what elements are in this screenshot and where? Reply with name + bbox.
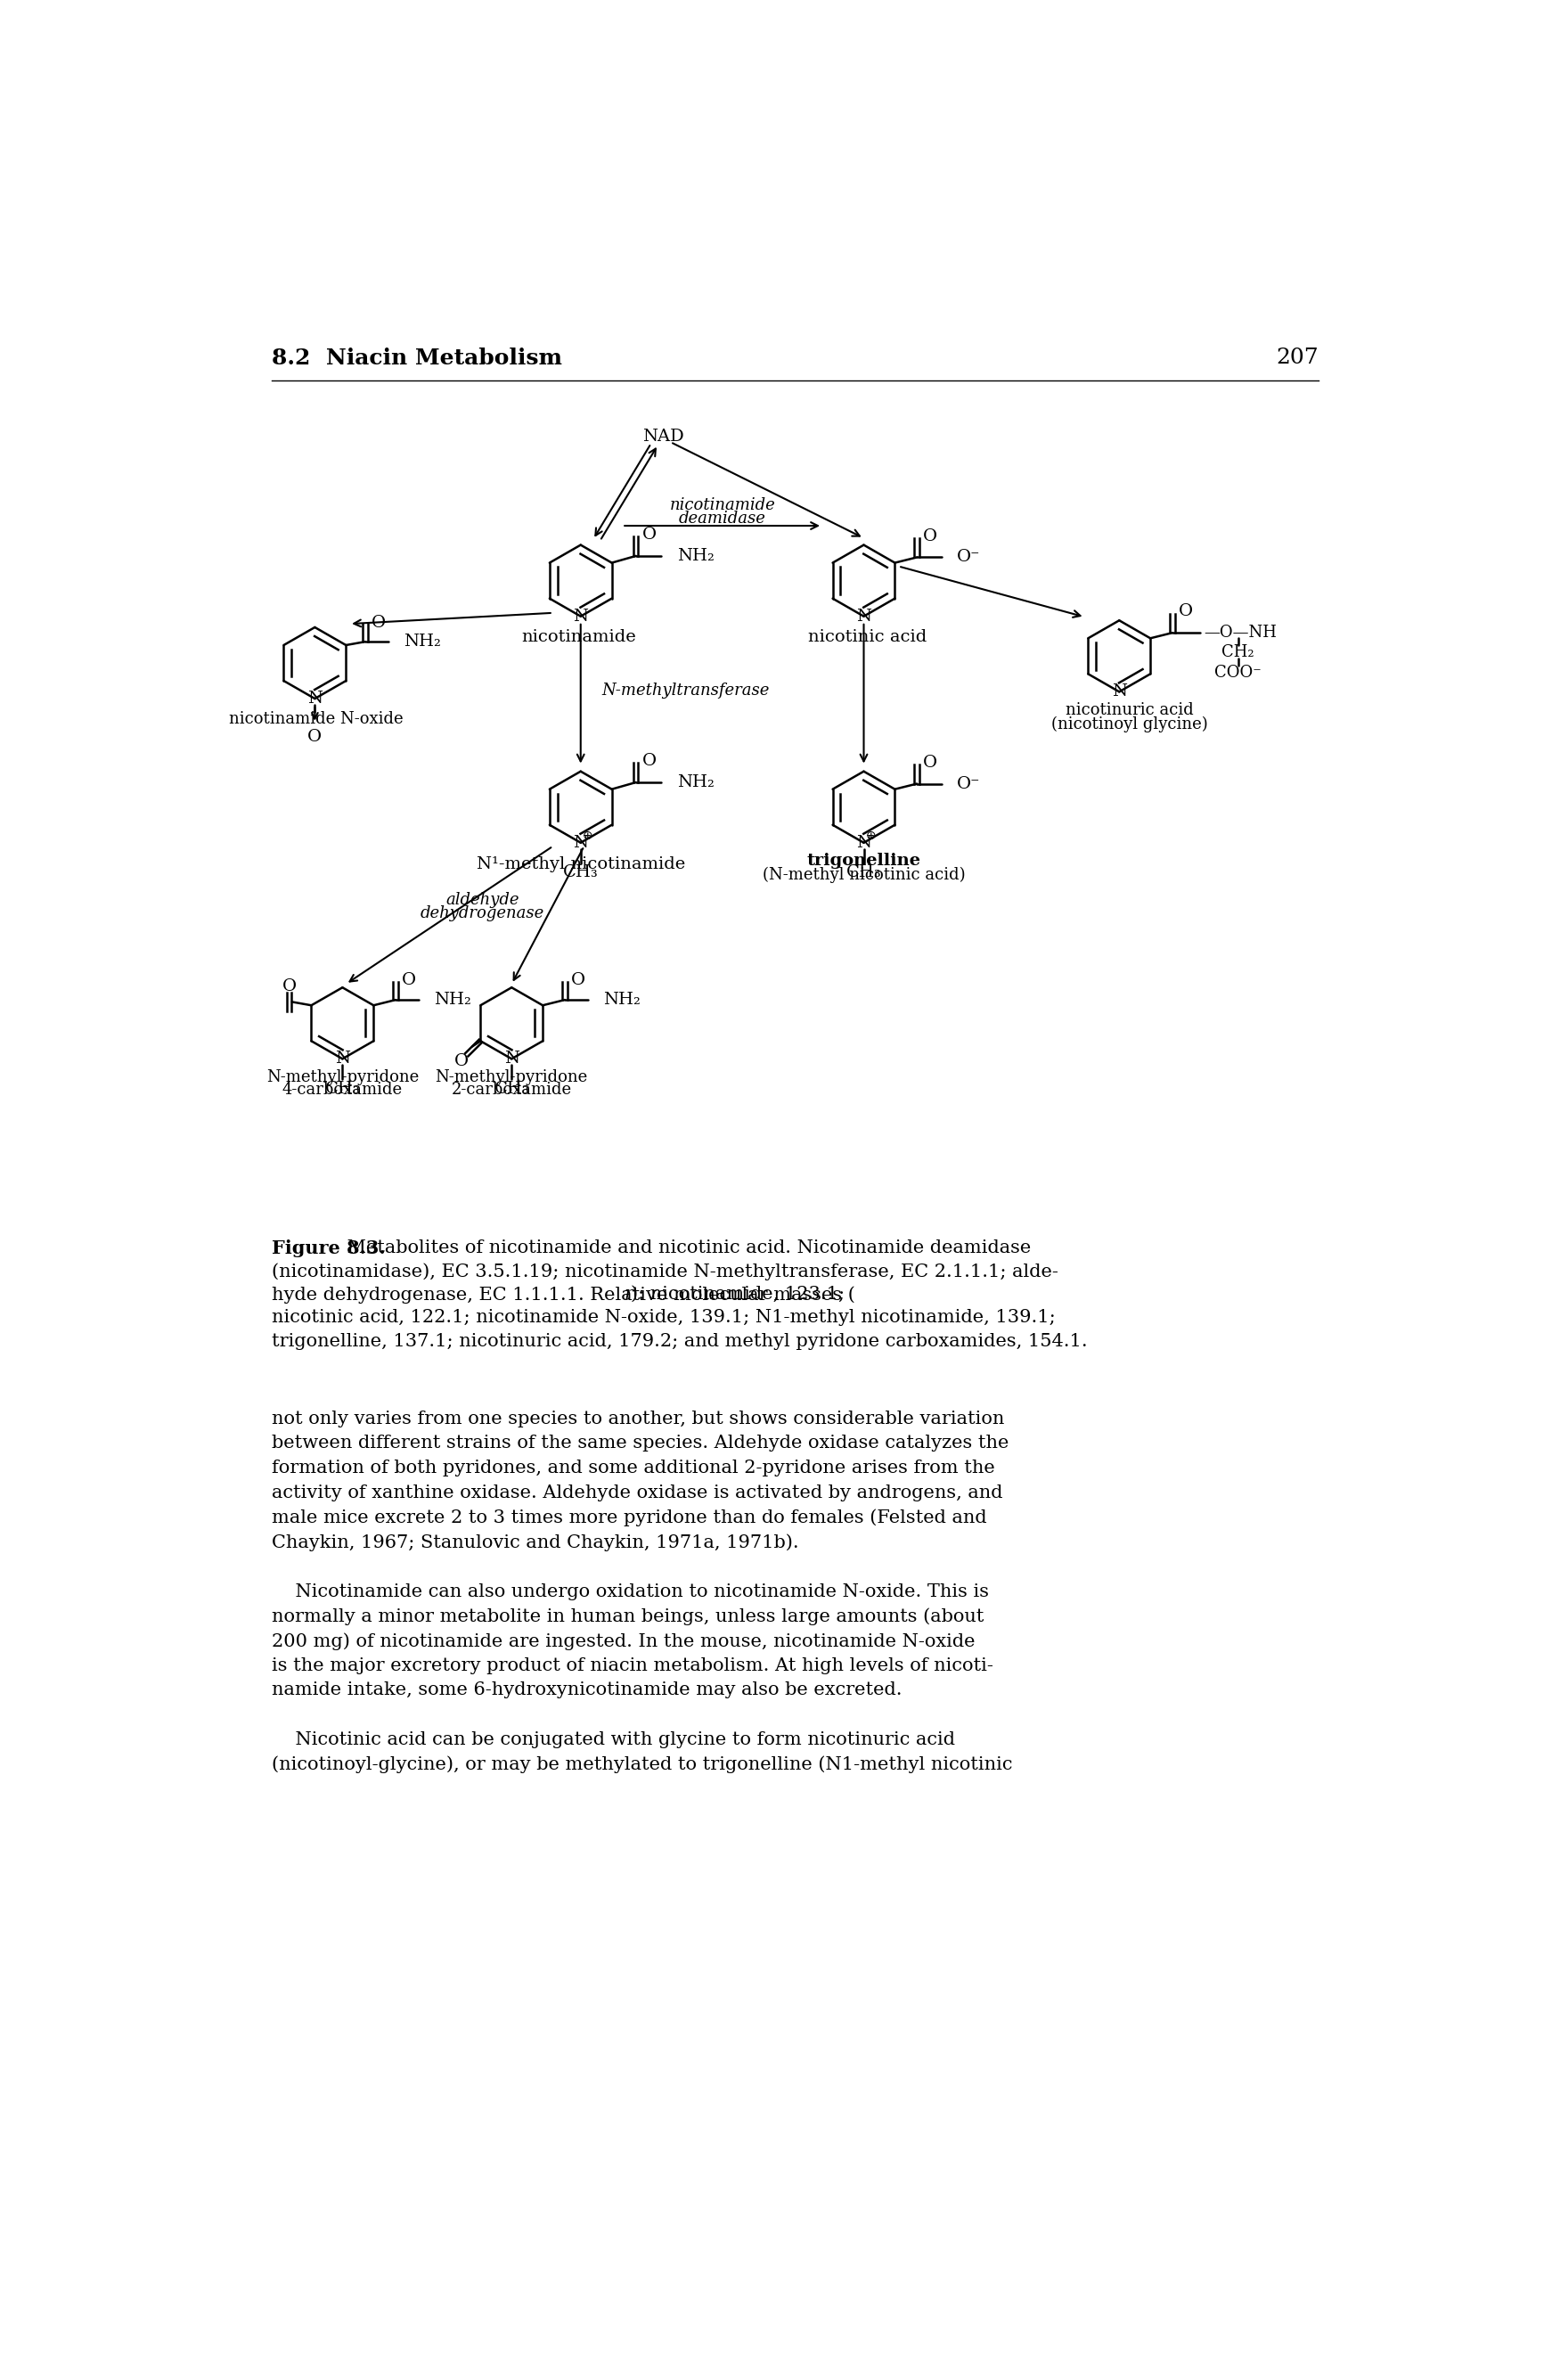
Text: r: r	[624, 1285, 633, 1302]
Text: CH₃: CH₃	[846, 864, 882, 881]
Text: 8.2  Niacin Metabolism: 8.2 Niacin Metabolism	[272, 347, 562, 369]
Text: N: N	[307, 690, 323, 707]
Text: O: O	[923, 528, 937, 545]
Text: O: O	[1178, 605, 1193, 619]
Text: CH₃: CH₃	[324, 1081, 360, 1097]
Text: NH₂: NH₂	[404, 633, 441, 650]
Text: N: N	[573, 609, 588, 624]
Text: N-methyltransferase: N-methyltransferase	[601, 683, 770, 697]
Text: NH₂: NH₂	[677, 547, 714, 564]
Text: Figure 8.3.: Figure 8.3.	[272, 1240, 386, 1257]
Text: (nicotinoyl glycine): (nicotinoyl glycine)	[1051, 716, 1207, 733]
Text: O: O	[455, 1054, 469, 1069]
Text: CH₃: CH₃	[563, 864, 599, 881]
Text: ⊕: ⊕	[582, 831, 593, 843]
Text: male mice excrete 2 to 3 times more pyridone than do females (Felsted and: male mice excrete 2 to 3 times more pyri…	[272, 1509, 987, 1526]
Text: Ν¹-methyl nicotinamide: Ν¹-methyl nicotinamide	[476, 857, 684, 873]
Text: Nicotinamide can also undergo oxidation to nicotinamide N-oxide. This is: Nicotinamide can also undergo oxidation …	[272, 1583, 989, 1599]
Text: O: O	[282, 978, 296, 995]
Text: hyde dehydrogenase, EC 1.1.1.1. Relative molecular masses (: hyde dehydrogenase, EC 1.1.1.1. Relative…	[272, 1285, 855, 1304]
Text: O: O	[923, 754, 937, 771]
Text: 2-carboxamide: 2-carboxamide	[452, 1081, 571, 1097]
Text: —O—NH: —O—NH	[1203, 626, 1276, 640]
Text: N: N	[1111, 683, 1127, 700]
Text: COO⁻: COO⁻	[1215, 664, 1262, 681]
Text: O⁻: O⁻	[958, 776, 981, 793]
Text: (nicotinamidase), EC 3.5.1.19; nicotinamide N-methyltransferase, EC 2.1.1.1; ald: (nicotinamidase), EC 3.5.1.19; nicotinam…	[272, 1264, 1058, 1280]
Text: trigonelline, 137.1; nicotinuric acid, 179.2; and methyl pyridone carboxamides, : trigonelline, 137.1; nicotinuric acid, 1…	[272, 1333, 1088, 1349]
Text: N: N	[573, 835, 588, 850]
Text: ): nicotinamide, 123.1;: ): nicotinamide, 123.1;	[632, 1285, 844, 1302]
Text: normally a minor metabolite in human beings, unless large amounts (about: normally a minor metabolite in human bei…	[272, 1609, 984, 1626]
Text: nicotinamide: nicotinamide	[521, 628, 636, 645]
Text: ⊕: ⊕	[866, 831, 875, 843]
Text: (nicotinoyl-glycine), or may be methylated to trigonelline (N1-methyl nicotinic: (nicotinoyl-glycine), or may be methylat…	[272, 1756, 1013, 1773]
Text: 200 mg) of nicotinamide are ingested. In the mouse, nicotinamide N-oxide: 200 mg) of nicotinamide are ingested. In…	[272, 1633, 975, 1649]
Text: nicotinic acid: nicotinic acid	[809, 628, 927, 645]
Text: NH₂: NH₂	[677, 774, 714, 790]
Text: nicotinamide: nicotinamide	[669, 497, 774, 514]
Text: not only varies from one species to another, but shows considerable variation: not only varies from one species to anot…	[272, 1409, 1004, 1428]
Text: O: O	[571, 971, 585, 988]
Text: CH₃: CH₃	[494, 1081, 529, 1097]
Text: (N-methyl nicotinic acid): (N-methyl nicotinic acid)	[762, 866, 965, 883]
Text: N: N	[857, 609, 871, 624]
Text: O⁻: O⁻	[958, 550, 981, 566]
Text: O: O	[643, 526, 656, 543]
Text: Nicotinic acid can be conjugated with glycine to form nicotinuric acid: Nicotinic acid can be conjugated with gl…	[272, 1730, 956, 1749]
Text: dehydrogenase: dehydrogenase	[421, 904, 545, 921]
Text: nicotinic acid, 122.1; nicotinamide N-oxide, 139.1; N1-methyl nicotinamide, 139.: nicotinic acid, 122.1; nicotinamide N-ox…	[272, 1309, 1055, 1326]
Text: formation of both pyridones, and some additional 2-pyridone arises from the: formation of both pyridones, and some ad…	[272, 1459, 995, 1476]
Text: NH₂: NH₂	[604, 992, 641, 1007]
Text: Chaykin, 1967; Stanulovic and Chaykin, 1971a, 1971b).: Chaykin, 1967; Stanulovic and Chaykin, 1…	[272, 1533, 799, 1552]
Text: trigonelline: trigonelline	[807, 852, 920, 869]
Text: nicotinamide N-oxide: nicotinamide N-oxide	[230, 712, 404, 726]
Text: CH₂: CH₂	[1221, 645, 1254, 659]
Text: namide intake, some 6-hydroxynicotinamide may also be excreted.: namide intake, some 6-hydroxynicotinamid…	[272, 1683, 902, 1699]
Text: 207: 207	[1276, 347, 1319, 369]
Text: nicotinuric acid: nicotinuric acid	[1066, 702, 1193, 719]
Text: NH₂: NH₂	[435, 992, 472, 1007]
Text: N: N	[857, 835, 871, 850]
Text: N: N	[335, 1052, 351, 1066]
Text: 4-carboxamide: 4-carboxamide	[282, 1081, 402, 1097]
Text: Metabolites of nicotinamide and nicotinic acid. Nicotinamide deamidase: Metabolites of nicotinamide and nicotini…	[341, 1240, 1031, 1257]
Text: N-methyl-pyridone: N-methyl-pyridone	[435, 1069, 588, 1085]
Text: O: O	[402, 971, 416, 988]
Text: NAD: NAD	[643, 428, 684, 445]
Text: aldehyde: aldehyde	[445, 892, 518, 909]
Text: N-methyl-pyridone: N-methyl-pyridone	[265, 1069, 419, 1085]
Text: activity of xanthine oxidase. Aldehyde oxidase is activated by androgens, and: activity of xanthine oxidase. Aldehyde o…	[272, 1485, 1003, 1502]
Text: O: O	[371, 614, 386, 631]
Text: between different strains of the same species. Aldehyde oxidase catalyzes the: between different strains of the same sp…	[272, 1435, 1009, 1452]
Text: O: O	[307, 728, 321, 745]
Text: O: O	[643, 752, 656, 769]
Text: deamidase: deamidase	[678, 512, 765, 526]
Text: N: N	[504, 1052, 520, 1066]
Text: is the major excretory product of niacin metabolism. At high levels of nicoti-: is the major excretory product of niacin…	[272, 1656, 993, 1673]
